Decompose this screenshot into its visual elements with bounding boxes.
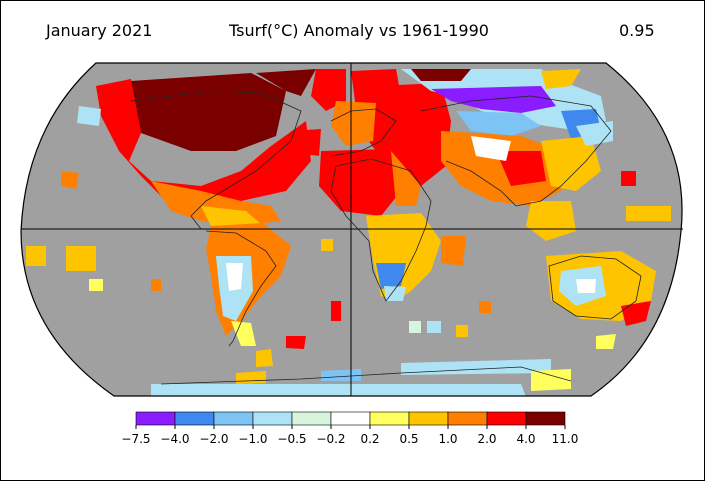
cell-region bbox=[151, 279, 161, 291]
cell-region bbox=[456, 325, 468, 337]
cell-region bbox=[236, 371, 266, 384]
cell-region bbox=[541, 136, 601, 191]
cell-region bbox=[456, 111, 541, 136]
colorbar-tick-label: −0.5 bbox=[277, 432, 306, 446]
cell-region bbox=[526, 201, 576, 241]
cell-region bbox=[331, 101, 376, 146]
cell-region bbox=[331, 301, 341, 321]
map-title: Tsurf(°C) Anomaly vs 1961-1990 bbox=[229, 21, 489, 40]
colorbar-bin bbox=[291, 411, 332, 426]
colorbar-tick-label: −4.0 bbox=[160, 432, 189, 446]
cell-region bbox=[411, 69, 471, 81]
colorbar-bin bbox=[174, 411, 215, 426]
cell-region bbox=[61, 171, 79, 189]
colorbar: −7.5 −4.0 −2.0 −1.0 −0.5 −0.2 0.2 0.5 1.0 2.0 4.0 1… bbox=[121, 411, 579, 446]
colorbar-bin bbox=[369, 411, 410, 426]
cell-region bbox=[471, 136, 511, 161]
colorbar-bin bbox=[330, 411, 371, 426]
colorbar-tick-label: 2.0 bbox=[477, 432, 496, 446]
cell-region bbox=[596, 334, 616, 349]
colorbar-tick-label: −1.0 bbox=[238, 432, 267, 446]
cell-region bbox=[496, 151, 546, 186]
cell-region bbox=[409, 321, 421, 333]
colorbar-bin bbox=[525, 411, 566, 426]
colorbar-tick-label: 0.2 bbox=[360, 432, 379, 446]
cell-region bbox=[256, 349, 273, 367]
colorbar-tick-label: −7.5 bbox=[121, 432, 150, 446]
cell-region bbox=[441, 131, 561, 206]
cell-region bbox=[576, 279, 596, 293]
coastlines bbox=[130, 90, 642, 385]
colorbar-tick-label: 0.5 bbox=[399, 432, 418, 446]
globe-outline bbox=[20, 62, 683, 397]
cell-region bbox=[621, 171, 636, 186]
cell-region bbox=[311, 69, 346, 111]
colorbar-tick-label: −2.0 bbox=[199, 432, 228, 446]
cell-region bbox=[291, 129, 321, 156]
cell-region bbox=[321, 369, 361, 381]
cell-region bbox=[77, 106, 101, 126]
cell-region bbox=[89, 279, 103, 291]
cell-region bbox=[319, 149, 401, 216]
colorbar-tick-label: 1.0 bbox=[438, 432, 457, 446]
colorbar-bin bbox=[213, 411, 254, 426]
cell-region bbox=[231, 321, 256, 346]
colorbar-bin bbox=[408, 411, 449, 426]
cell-region bbox=[626, 206, 671, 221]
cell-region bbox=[376, 263, 406, 289]
cell-region bbox=[384, 286, 406, 301]
cell-region bbox=[226, 263, 243, 291]
cell-region bbox=[151, 384, 526, 396]
global-mean-value: 0.95 bbox=[619, 21, 655, 40]
cell-region bbox=[66, 246, 96, 271]
colorbar-tick-label: 4.0 bbox=[516, 432, 535, 446]
cell-region bbox=[321, 239, 333, 251]
anomaly-cells bbox=[26, 69, 671, 396]
colorbar-bin bbox=[486, 411, 527, 426]
cell-region bbox=[441, 236, 466, 266]
cell-region bbox=[26, 246, 46, 266]
cell-region bbox=[256, 69, 316, 96]
month-label: January 2021 bbox=[46, 21, 153, 40]
cell-region bbox=[427, 321, 441, 333]
cell-region bbox=[479, 301, 491, 313]
cell-region bbox=[541, 69, 581, 89]
cell-region bbox=[621, 301, 651, 326]
cell-region bbox=[286, 336, 306, 349]
cell-region bbox=[391, 151, 421, 206]
colorbar-bin bbox=[135, 411, 176, 426]
colorbar-tick-label: −0.2 bbox=[316, 432, 345, 446]
cell-region bbox=[531, 369, 571, 391]
colorbar-bin bbox=[252, 411, 293, 426]
colorbar-tick-label: 11.0 bbox=[552, 432, 579, 446]
cell-region bbox=[96, 79, 311, 206]
colorbar-bin bbox=[447, 411, 488, 426]
